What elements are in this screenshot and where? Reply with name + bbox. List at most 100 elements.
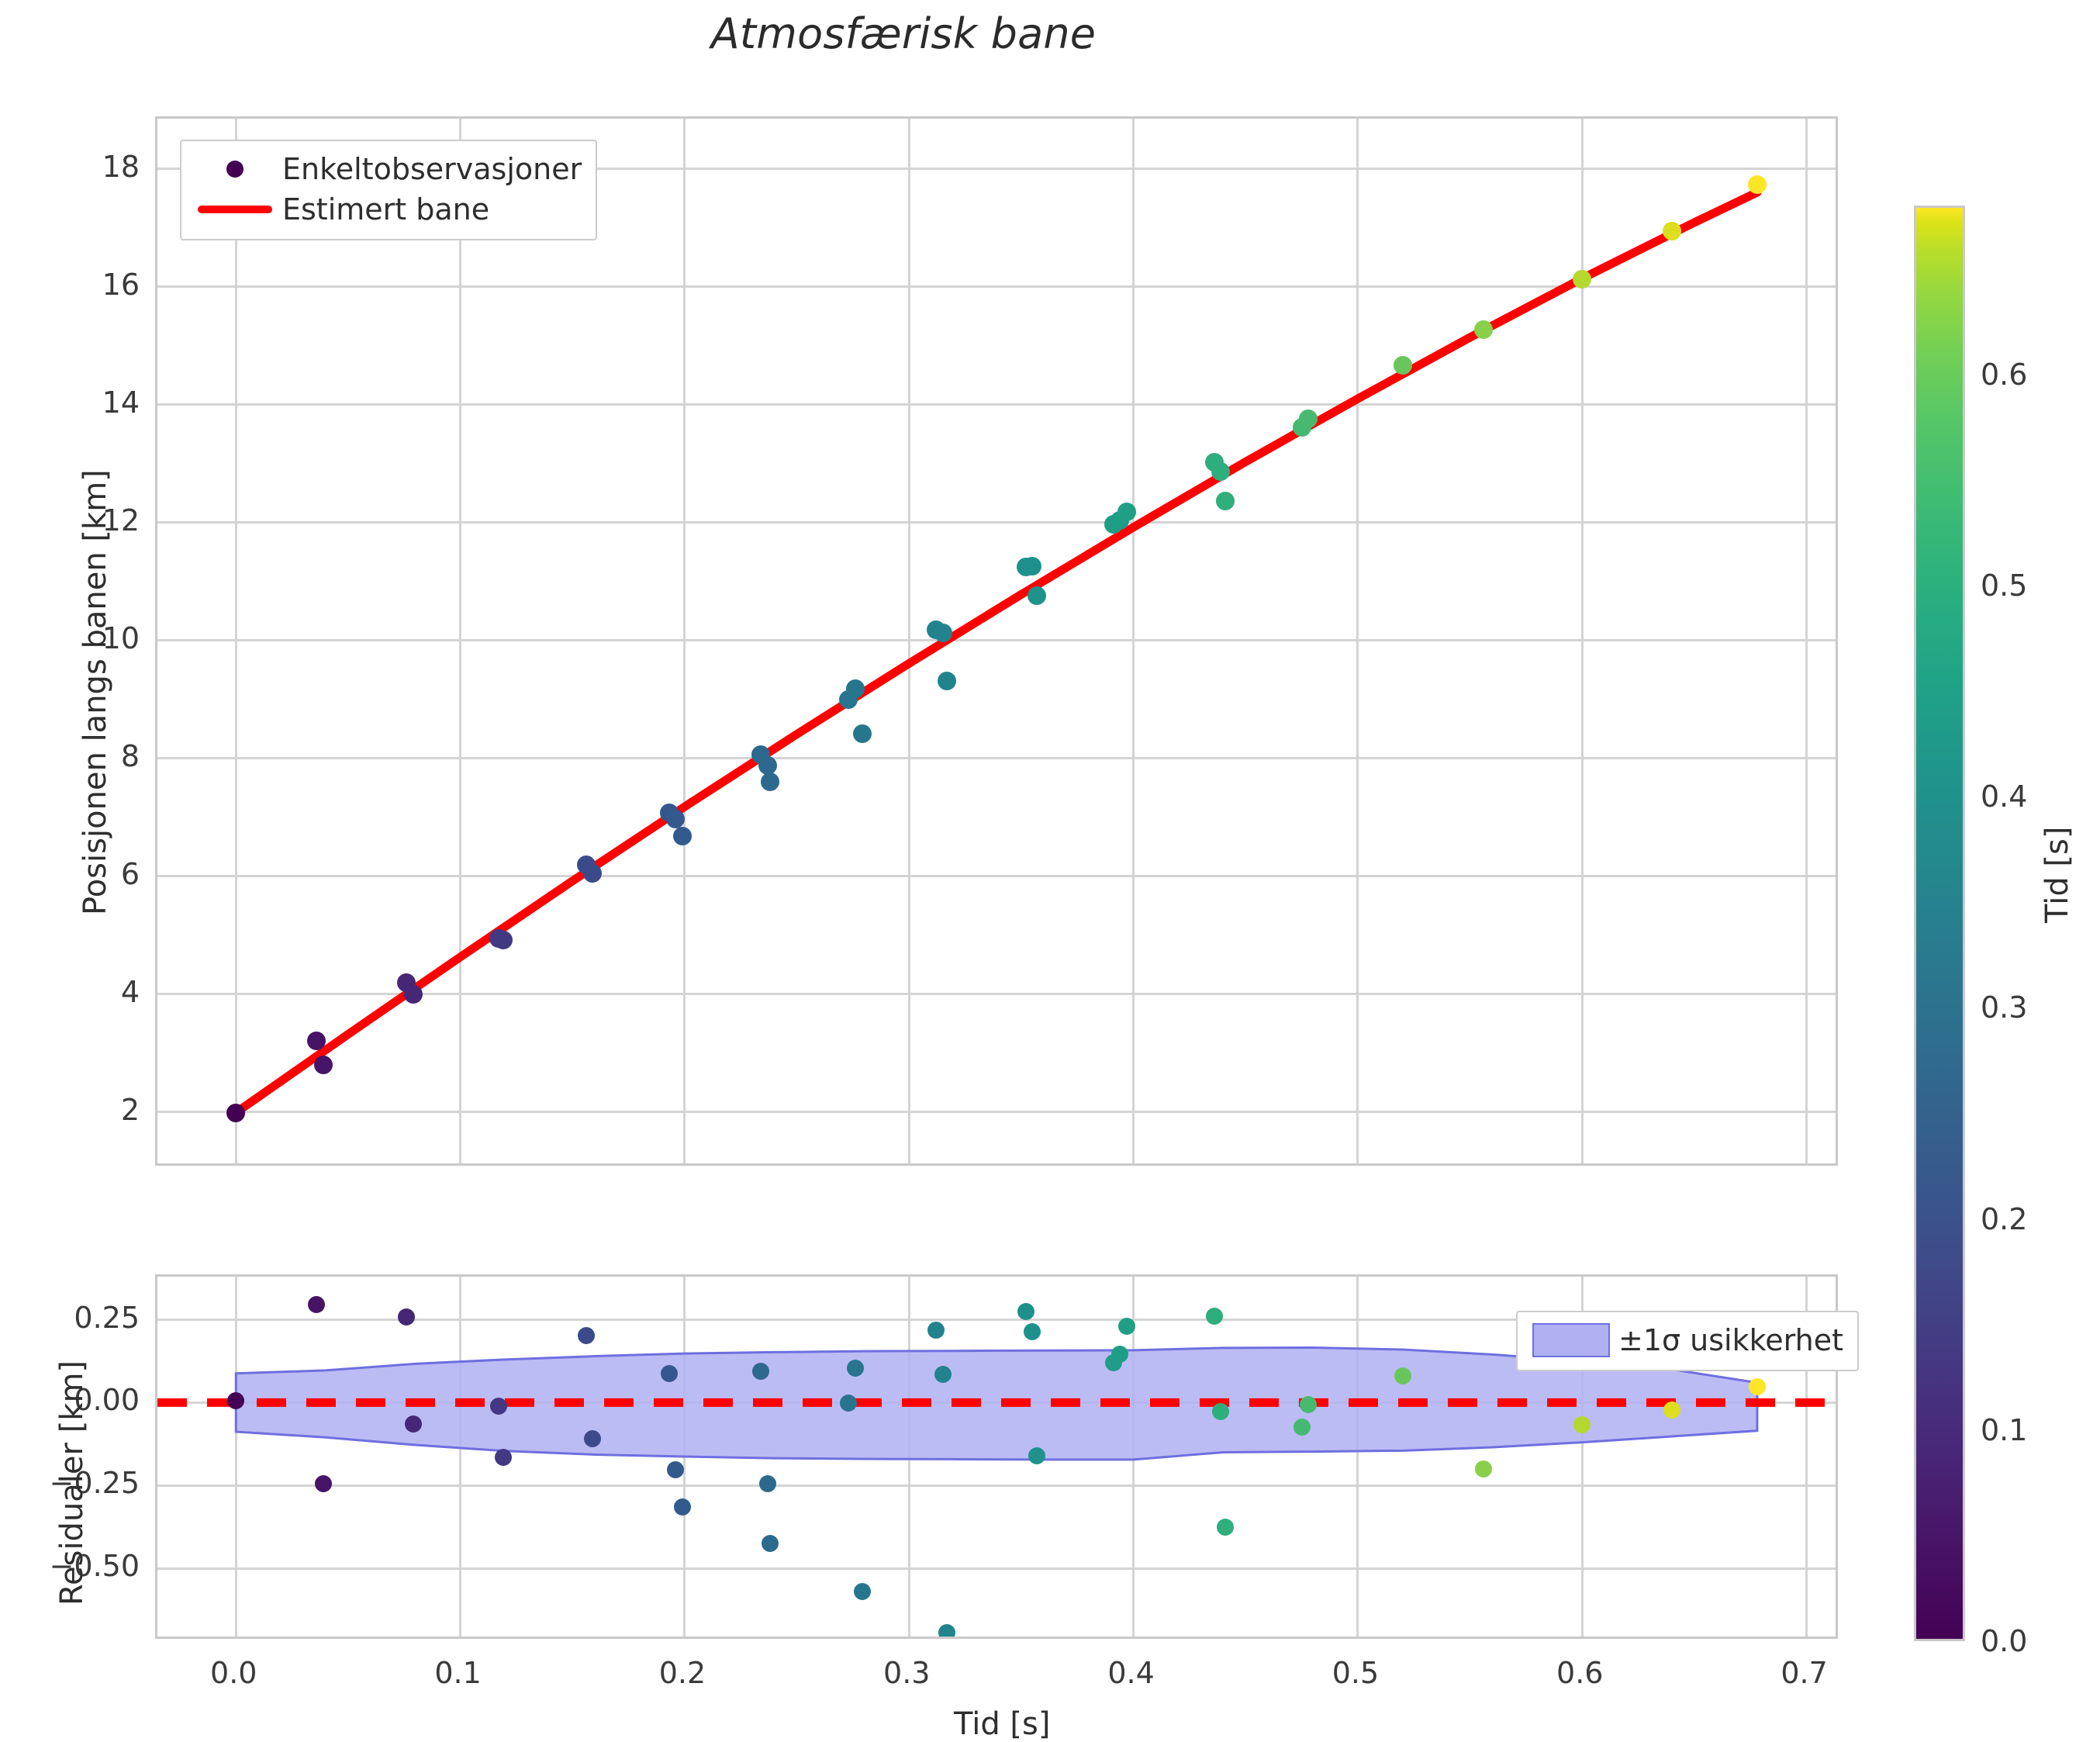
data-point	[307, 1031, 326, 1050]
data-point	[1747, 175, 1767, 195]
line-swatch-icon	[192, 206, 278, 213]
gridline-horizontal	[157, 1484, 1836, 1487]
residual-point	[489, 1397, 507, 1415]
x-tick-label: 0.4	[1107, 1656, 1155, 1690]
residual-point	[674, 1498, 692, 1516]
residual-point	[1474, 1460, 1492, 1478]
y-tick-label: −0.25	[49, 1466, 140, 1501]
residual-point	[494, 1448, 512, 1466]
residual-point	[1111, 1346, 1129, 1364]
residual-point	[577, 1326, 595, 1344]
legend-item-uncertainty: ±1σ usikkerhet	[1528, 1320, 1843, 1360]
residual-point	[1748, 1377, 1766, 1395]
residual-point	[1663, 1401, 1680, 1419]
x-tick-label: 0.1	[434, 1656, 482, 1690]
y-tick-label: 10	[102, 620, 140, 655]
y-tick-label: 14	[102, 385, 140, 420]
residual-point	[1573, 1416, 1591, 1434]
x-tick-label: 0.3	[883, 1656, 931, 1690]
data-point	[1211, 462, 1231, 482]
data-point	[1393, 356, 1412, 375]
residual-point	[938, 1624, 956, 1637]
y-tick-label: 0.25	[74, 1300, 140, 1335]
colorbar-tick-label: 0.1	[1981, 1412, 2028, 1447]
trajectory-y-axis-title: Posisjonen langs banen [km]	[78, 469, 113, 915]
gridline-horizontal	[157, 285, 1836, 289]
residual-point	[1217, 1518, 1235, 1536]
residual-point	[660, 1364, 678, 1382]
data-point	[1299, 409, 1318, 428]
residual-point	[853, 1582, 871, 1600]
data-point	[1663, 222, 1681, 241]
data-point	[226, 1103, 246, 1122]
legend-item-observations: Enkeltobservasjoner	[192, 149, 582, 189]
residual-point	[308, 1296, 326, 1314]
data-point	[314, 1055, 333, 1074]
residual-point	[927, 1322, 945, 1339]
colorbar-tick-label: 0.2	[1981, 1201, 2028, 1236]
data-point	[1028, 586, 1047, 605]
y-tick-label: 8	[120, 738, 140, 773]
legend-label-uncertainty: ±1σ usikkerhet	[1618, 1323, 1843, 1357]
y-tick-label: 2	[120, 1092, 140, 1127]
data-point	[760, 772, 779, 792]
gridline-horizontal	[157, 875, 1836, 878]
y-tick-label: −0.50	[49, 1549, 140, 1583]
residual-point	[840, 1395, 858, 1412]
residual-point	[1212, 1402, 1230, 1420]
data-point	[1117, 502, 1136, 521]
gridline-horizontal	[157, 1319, 1836, 1322]
gridline-vertical	[234, 1277, 237, 1637]
residual-point	[1394, 1367, 1411, 1385]
gridline-vertical	[459, 1277, 462, 1637]
scatter-dot-icon	[192, 161, 278, 178]
colorbar-tick-label: 0.4	[1981, 779, 2028, 814]
trajectory-legend: Enkeltobservasjoner Estimert bane	[180, 140, 598, 240]
uncertainty-band	[157, 1346, 1836, 1461]
gridline-vertical	[1356, 1277, 1359, 1637]
y-tick-label: 4	[120, 974, 140, 1009]
x-tick-label: 0.2	[658, 1656, 706, 1690]
legend-item-estimated-path: Estimert bane	[192, 189, 582, 230]
y-tick-label: 18	[102, 149, 140, 184]
gridline-vertical	[1805, 1277, 1808, 1637]
residual-point	[761, 1534, 779, 1552]
trajectory-plot-area	[157, 119, 1836, 1163]
residual-point	[227, 1392, 245, 1410]
residual-point	[315, 1475, 333, 1493]
residual-point	[1205, 1308, 1223, 1326]
data-point	[852, 724, 872, 743]
residual-point	[752, 1362, 770, 1380]
gridline-horizontal	[157, 1111, 1836, 1114]
colorbar-tick-label: 0.5	[1981, 568, 2028, 603]
residual-plot	[155, 1274, 1838, 1639]
data-point	[1216, 492, 1235, 511]
data-point	[493, 930, 513, 949]
residual-point	[846, 1359, 864, 1377]
data-point	[1573, 269, 1592, 289]
residual-point	[758, 1475, 776, 1493]
residual-point	[1293, 1419, 1311, 1436]
residual-point	[398, 1308, 416, 1326]
colorbar: 0.6 0.5 0.4 0.3 0.2 0.1 0.0	[1914, 206, 2027, 1658]
residual-point	[934, 1366, 952, 1384]
residual-point	[1028, 1446, 1046, 1464]
data-point	[666, 810, 686, 828]
residual-point	[584, 1430, 602, 1448]
residual-point	[404, 1415, 422, 1433]
gridline-horizontal	[157, 521, 1836, 524]
data-point	[758, 755, 777, 775]
data-point	[403, 984, 423, 1004]
residual-point	[1117, 1318, 1135, 1336]
trajectory-plot	[155, 116, 1838, 1166]
gridline-horizontal	[157, 757, 1836, 760]
colorbar-tick-label: 0.6	[1981, 357, 2028, 392]
residual-point	[1024, 1322, 1041, 1340]
page-title: Atmosfærisk bane	[710, 9, 1097, 58]
residual-y-axis-title: Residualer [km]	[54, 1360, 90, 1605]
data-point	[1473, 320, 1493, 340]
band-swatch-icon	[1528, 1323, 1614, 1357]
y-tick-label: 16	[102, 267, 140, 302]
residual-point	[1300, 1395, 1318, 1413]
data-point	[1023, 556, 1042, 575]
